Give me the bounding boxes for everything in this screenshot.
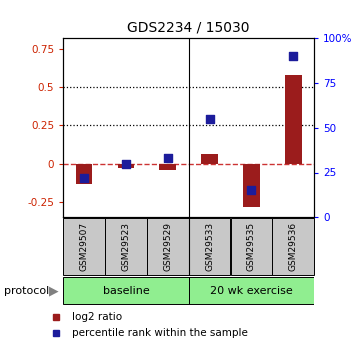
Text: GSM29535: GSM29535 [247, 222, 256, 271]
Text: GSM29507: GSM29507 [79, 222, 88, 271]
Point [206, 116, 212, 121]
Text: percentile rank within the sample: percentile rank within the sample [72, 328, 248, 338]
Bar [231, 218, 272, 275]
Bar [105, 218, 147, 275]
Bar [272, 218, 314, 275]
Text: GSM29529: GSM29529 [163, 222, 172, 271]
Text: ▶: ▶ [49, 284, 58, 297]
Bar [147, 218, 188, 275]
Point [248, 188, 254, 193]
Bar [76, 164, 92, 184]
Text: baseline: baseline [103, 286, 149, 296]
Text: GSM29523: GSM29523 [121, 222, 130, 271]
Text: protocol: protocol [4, 286, 49, 296]
Title: GDS2234 / 15030: GDS2234 / 15030 [127, 20, 250, 34]
Point [165, 155, 171, 161]
Text: 20 wk exercise: 20 wk exercise [210, 286, 293, 296]
Text: log2 ratio: log2 ratio [72, 312, 122, 322]
Bar [285, 75, 301, 164]
Bar [159, 164, 176, 170]
Bar [189, 277, 314, 304]
Text: GSM29533: GSM29533 [205, 222, 214, 271]
Bar [118, 164, 134, 168]
Bar [63, 277, 188, 304]
Point [290, 53, 296, 59]
Bar [201, 155, 218, 164]
Bar [189, 218, 230, 275]
Bar [63, 218, 105, 275]
Point [123, 161, 129, 166]
Bar [243, 164, 260, 207]
Text: GSM29536: GSM29536 [289, 222, 298, 271]
Point [81, 175, 87, 181]
